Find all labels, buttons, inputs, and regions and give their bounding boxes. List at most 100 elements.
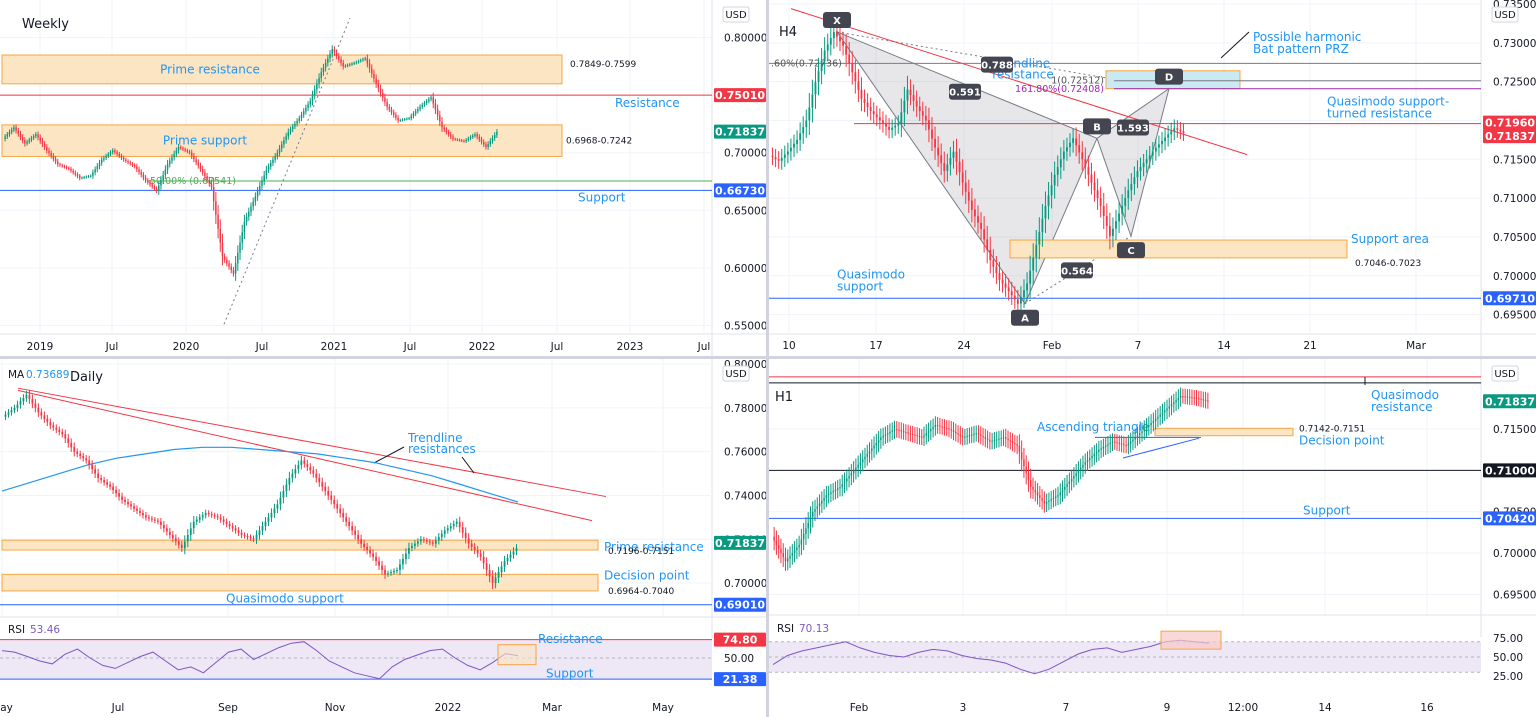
weekly-candle [338, 56, 340, 60]
fib-50-label: 50.00% (0.67541) [150, 176, 236, 187]
weekly-candle [355, 62, 358, 64]
daily-candle [157, 520, 159, 522]
h1-candle [886, 433, 889, 435]
daily-candle [270, 512, 273, 518]
weekly-candle [441, 121, 443, 128]
weekly-candle [410, 115, 413, 119]
daily-candle [228, 524, 231, 527]
weekly-candle [195, 159, 197, 163]
h1-candle [1120, 443, 1123, 445]
weekly-candle [454, 138, 456, 140]
weekly-candle [208, 179, 211, 184]
x-tick-label: 7 [1063, 702, 1070, 714]
daily-candle [345, 517, 348, 522]
h1-candle [1064, 486, 1066, 490]
weekly-candle [177, 146, 180, 151]
fib-label-0: 1(0.72512) [1051, 76, 1104, 87]
weekly-candle [267, 166, 270, 170]
h4-candle [783, 154, 786, 158]
daily-candle [428, 541, 431, 543]
y-tick-label: 0.76000 [724, 447, 766, 459]
h1-candle [961, 436, 964, 438]
weekly-candle [24, 140, 26, 144]
h1-candle [1202, 399, 1205, 401]
h1-candle [839, 486, 841, 489]
h1-candle [816, 506, 819, 509]
weekly-candle [230, 266, 232, 271]
weekly-candle [103, 157, 105, 160]
daily-candle [336, 504, 339, 509]
weekly-candle [65, 166, 68, 168]
daily-candle [177, 541, 180, 545]
daily-candle [154, 519, 156, 521]
h1-candle [1168, 406, 1171, 409]
h1-candle [893, 429, 896, 431]
h1-candle [1016, 444, 1018, 446]
prime-support-label: Prime support [163, 134, 248, 148]
weekly-candle [59, 164, 61, 166]
h1-candle [1191, 397, 1193, 399]
daily-candle [416, 541, 419, 544]
daily-candle [390, 572, 392, 574]
weekly-candle [467, 138, 470, 140]
h4-candle [1059, 159, 1062, 168]
weekly-candle [127, 161, 129, 163]
h1-candle [864, 456, 866, 460]
daily-candle [452, 523, 455, 527]
h1-candle [932, 427, 934, 429]
h4-candle [1121, 205, 1124, 214]
h4-chart: 0.735000.730000.725000.720000.715000.710… [769, 0, 1536, 356]
weekly-candle [78, 176, 81, 179]
h4-candle [1062, 151, 1065, 160]
h1-candle [1084, 462, 1086, 465]
h1-candle [891, 430, 893, 432]
daily-candle [396, 569, 398, 571]
h1-candle [787, 558, 789, 562]
resistance-price-tag-bg [714, 88, 766, 103]
rsi-y-tick: 75.00 [1493, 633, 1523, 645]
rsi-highlight-box [1160, 630, 1222, 650]
h1-candle [1166, 408, 1168, 411]
weekly-candle [403, 119, 406, 121]
weekly-candle [463, 140, 465, 142]
weekly-candle [289, 129, 292, 133]
currency-label: USD [725, 10, 747, 21]
daily-panel: 0.800000.780000.760000.740000.720000.700… [0, 359, 766, 717]
daily-candle [180, 544, 183, 549]
daily-candle [446, 528, 449, 531]
weekly-candle [182, 148, 184, 150]
x-tick-label: 17 [869, 340, 882, 352]
weekly-candle [307, 104, 309, 108]
h1-candle [1054, 496, 1057, 498]
h4-candle [882, 120, 884, 124]
x-tick-label: Feb [850, 702, 869, 714]
currency-box [1491, 6, 1519, 23]
h4-candle [1115, 221, 1117, 229]
h4-candle [888, 126, 890, 130]
weekly-candle [250, 206, 252, 212]
daily-candle [419, 539, 422, 542]
weekly-candle [417, 109, 419, 112]
h1-candle [798, 544, 800, 548]
weekly-candle [147, 180, 149, 183]
h1-candle [1102, 446, 1105, 449]
x-tick-label: 9 [1164, 702, 1171, 714]
h1-candle [945, 427, 948, 429]
h1-candle [1045, 502, 1048, 504]
h4-candle [1142, 163, 1145, 167]
daily-candle [145, 515, 147, 518]
h1-candle [866, 453, 868, 457]
x-tick-label: 2020 [173, 341, 200, 353]
weekly-candle [296, 120, 298, 124]
weekly-candle [256, 191, 259, 197]
weekly-candle [35, 134, 37, 137]
daily-candle [67, 438, 70, 443]
support-price-tag: 0.70420 [1485, 512, 1535, 525]
h1-candle [1039, 495, 1041, 498]
daily-candle [288, 477, 291, 485]
rsi-value: 53.46 [30, 624, 60, 636]
weekly-candle [158, 185, 160, 191]
daily-candle [339, 508, 342, 513]
h1-candle [948, 428, 950, 430]
qm-support-price-tag: 0.69010 [715, 599, 765, 612]
